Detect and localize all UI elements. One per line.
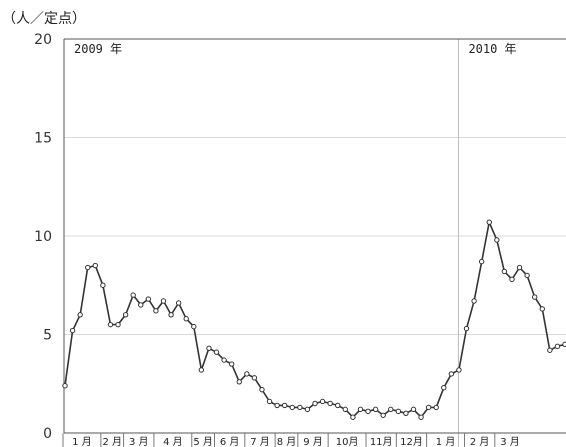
data-point bbox=[160, 298, 167, 304]
data-point bbox=[478, 258, 485, 265]
data-point bbox=[410, 406, 417, 413]
data-point bbox=[524, 272, 530, 279]
plot-frame bbox=[63, 38, 566, 434]
month-label: 9 月 bbox=[303, 436, 323, 447]
data-point bbox=[312, 400, 318, 407]
data-point bbox=[69, 327, 76, 334]
y-tick-label: 15 bbox=[34, 131, 52, 147]
y-unit-label: （人／定点） bbox=[2, 11, 86, 27]
month-label: 3 月 bbox=[129, 436, 149, 447]
month-label: 4 月 bbox=[163, 436, 183, 447]
data-point bbox=[77, 312, 83, 318]
y-tick-label: 5 bbox=[43, 328, 52, 344]
y-tick-label: 10 bbox=[34, 229, 52, 245]
data-point bbox=[100, 282, 106, 288]
month-label: 2 月 bbox=[102, 436, 122, 447]
year-labels: 2009 年 2010 年 bbox=[74, 42, 517, 56]
data-point bbox=[554, 343, 561, 350]
data-point bbox=[122, 312, 129, 318]
data-point bbox=[562, 341, 566, 348]
y-tick-label: 0 bbox=[43, 426, 52, 442]
data-point bbox=[433, 404, 439, 411]
data-point bbox=[327, 400, 333, 407]
month-label: 10月 bbox=[336, 436, 359, 447]
data-point bbox=[297, 404, 303, 411]
y-tick-label: 20 bbox=[34, 32, 52, 48]
month-label: 12月 bbox=[400, 436, 423, 447]
data-point bbox=[357, 406, 364, 413]
month-label: 6 月 bbox=[220, 436, 240, 447]
month-label: 5 月 bbox=[193, 436, 213, 447]
month-label: 3 月 bbox=[500, 436, 520, 447]
data-point bbox=[448, 371, 455, 377]
data-point bbox=[236, 379, 242, 385]
data-point bbox=[486, 219, 492, 225]
month-label: 2 月 bbox=[470, 436, 490, 447]
data-point bbox=[539, 306, 545, 312]
data-point bbox=[365, 408, 371, 415]
data-point bbox=[471, 298, 477, 304]
month-label: 1 月 bbox=[72, 436, 92, 447]
data-point bbox=[191, 323, 197, 330]
series-line bbox=[64, 221, 566, 419]
data-point bbox=[372, 406, 379, 413]
data-point bbox=[115, 321, 121, 328]
grid-lines bbox=[64, 39, 566, 447]
data-point bbox=[198, 367, 205, 373]
data-point bbox=[259, 386, 265, 393]
data-point bbox=[274, 402, 280, 409]
data-point bbox=[145, 296, 152, 302]
data-point bbox=[494, 237, 500, 243]
y-axis-ticks: 0 5 10 15 20 bbox=[34, 32, 52, 442]
year-label-2009: 2009 年 bbox=[74, 42, 122, 56]
data-point bbox=[509, 276, 515, 283]
data-point bbox=[531, 294, 538, 300]
data-point bbox=[516, 264, 523, 271]
month-label: 8 月 bbox=[277, 436, 297, 447]
data-point bbox=[456, 367, 462, 373]
data-point bbox=[304, 406, 311, 413]
data-point bbox=[221, 357, 227, 363]
data-point bbox=[547, 347, 553, 353]
data-point bbox=[342, 406, 349, 413]
data-point bbox=[335, 402, 341, 409]
data-point bbox=[403, 410, 409, 416]
data-point bbox=[319, 398, 326, 405]
data-point bbox=[251, 375, 258, 381]
data-point bbox=[206, 345, 212, 351]
data-point bbox=[213, 349, 220, 355]
data-point bbox=[418, 414, 424, 420]
data-point bbox=[380, 412, 386, 418]
data-point bbox=[463, 325, 470, 332]
data-point bbox=[85, 264, 91, 271]
month-label: 11月 bbox=[370, 436, 393, 447]
month-label: 7 月 bbox=[250, 436, 270, 447]
data-point bbox=[138, 302, 144, 308]
data-point bbox=[266, 398, 273, 405]
year-label-2010: 2010 年 bbox=[468, 42, 516, 56]
data-point bbox=[281, 402, 288, 409]
data-point bbox=[388, 406, 394, 413]
data-point bbox=[168, 312, 174, 318]
data-point bbox=[350, 414, 356, 420]
data-point bbox=[92, 262, 99, 269]
data-point bbox=[107, 321, 114, 328]
data-point bbox=[62, 383, 68, 389]
x-axis-months: 1 月 2 月 3 月 4 月 5 月 6 月 7 月 8 月 9 月 10月 11月 12月 1 月 2… bbox=[62, 433, 520, 447]
month-label: 1 月 bbox=[436, 436, 456, 447]
series-weekly-values bbox=[62, 219, 566, 420]
data-point bbox=[183, 316, 189, 322]
data-point bbox=[228, 361, 235, 367]
data-point bbox=[395, 408, 402, 415]
data-point bbox=[153, 308, 159, 314]
data-point bbox=[425, 404, 432, 411]
data-point bbox=[289, 404, 295, 411]
data-point bbox=[501, 268, 508, 275]
data-point bbox=[244, 371, 250, 377]
data-point bbox=[175, 300, 182, 306]
data-point bbox=[130, 292, 136, 298]
data-point bbox=[441, 384, 447, 391]
